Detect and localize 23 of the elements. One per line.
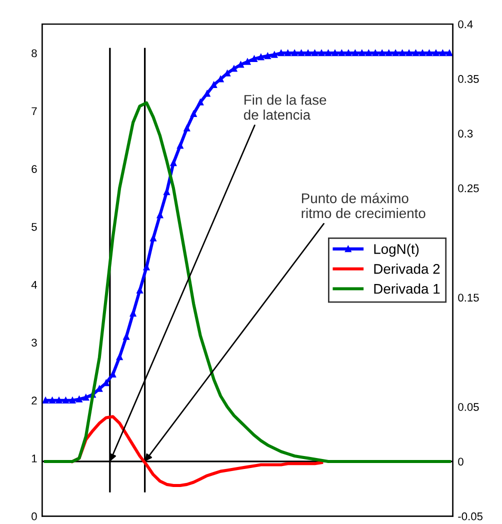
- y2-tick-label: 0: [458, 458, 464, 466]
- y2-tick-label: 0.4: [458, 20, 473, 28]
- annotation: Punto de máximo ritmo de crecimiento: [302, 192, 426, 218]
- y2-tick-label: 0.3: [458, 130, 473, 138]
- y-tick-label: 0: [32, 512, 37, 520]
- annotation: Fin de la fase de latencia: [244, 94, 326, 120]
- y-tick-label: 4: [31, 280, 37, 289]
- y-tick-label: 3: [32, 338, 37, 347]
- y-tick-label: 8: [32, 49, 37, 58]
- y-tick-label: 1: [32, 454, 37, 462]
- y2-tick-label: -0.05: [458, 512, 483, 520]
- y-tick-label: 7: [32, 107, 37, 115]
- y2-tick-label: 0.35: [458, 75, 479, 83]
- y-tick-label: 5: [32, 223, 37, 231]
- y2-tick-label: 0.25: [458, 184, 479, 192]
- y-tick-label: 6: [32, 165, 37, 173]
- legend-label: Derivada 2: [374, 264, 440, 274]
- y2-tick-label: 0.15: [458, 294, 479, 302]
- y-tick-label: 2: [32, 396, 37, 404]
- legend-label: Derivada 1: [374, 284, 440, 294]
- y2-tick-label: 0.05: [458, 403, 479, 411]
- line-series: [70, 415, 324, 488]
- legend-label: LogN(t): [374, 244, 419, 257]
